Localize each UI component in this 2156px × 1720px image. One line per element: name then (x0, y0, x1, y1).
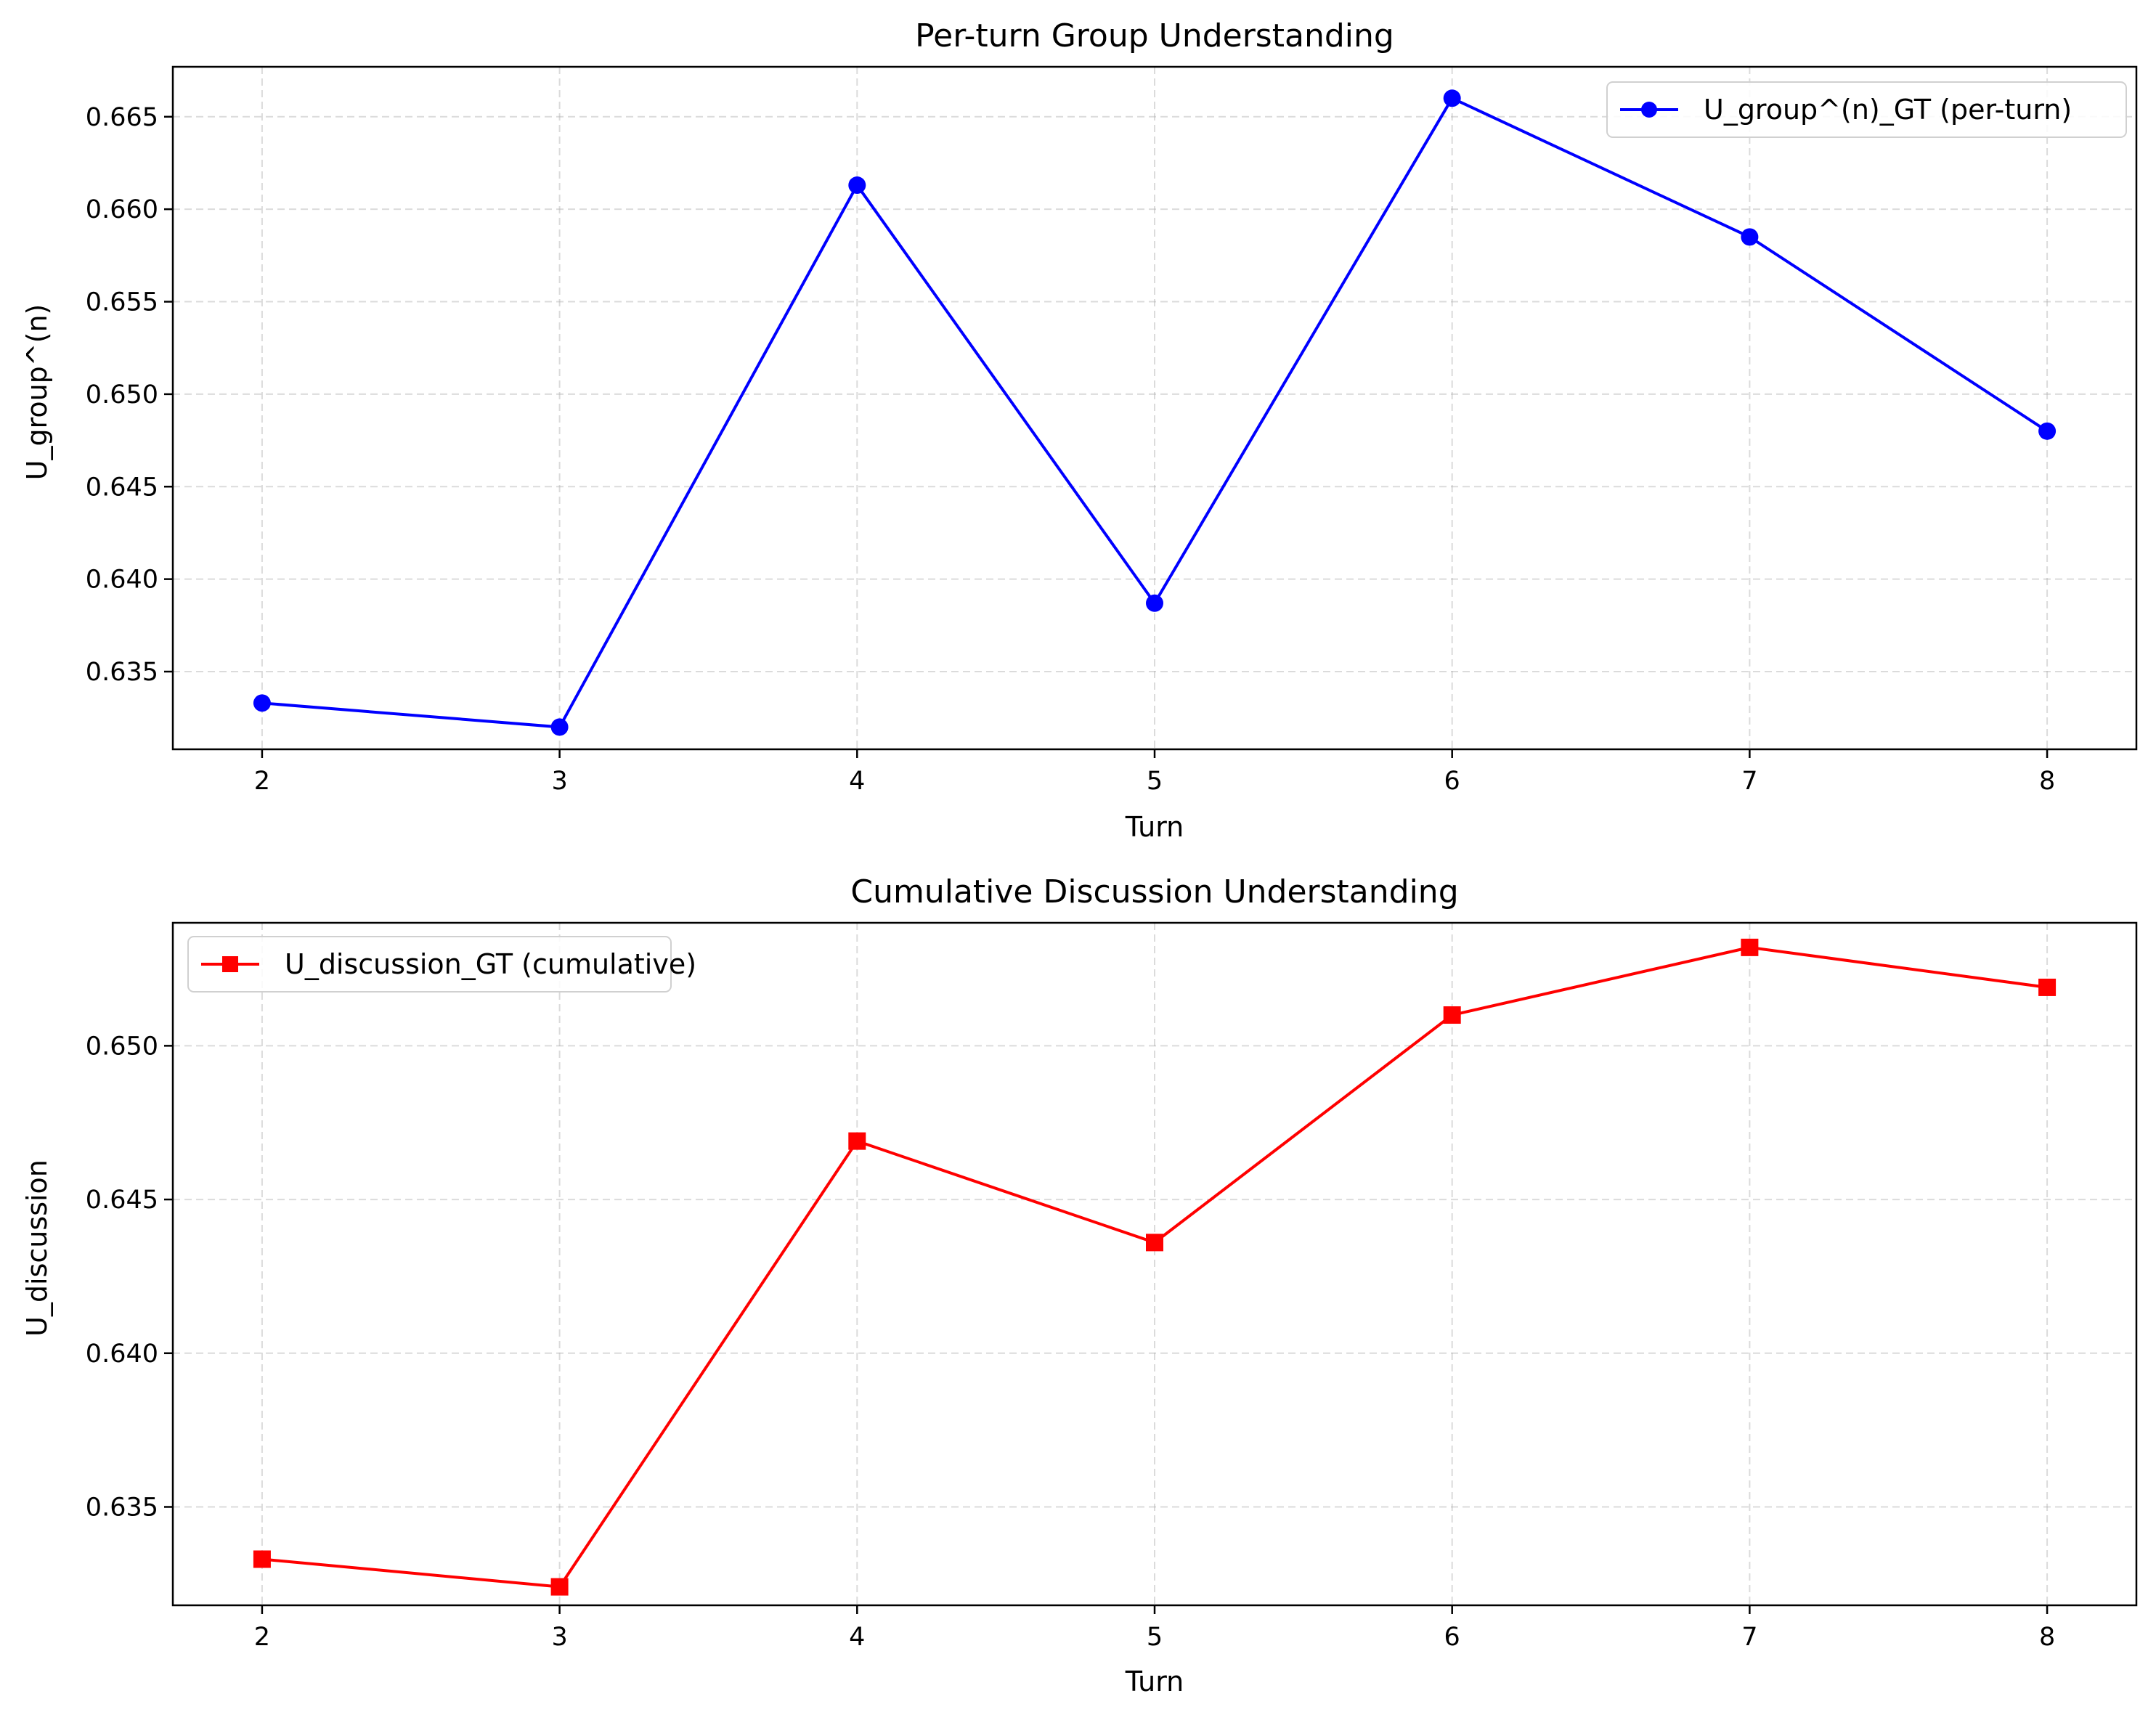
data-point (253, 1550, 271, 1568)
y-tick-label: 0.645 (86, 473, 158, 502)
x-tick-label: 5 (1147, 767, 1163, 796)
legend-label: U_discussion_GT (cumulative) (285, 948, 696, 980)
data-point (550, 718, 569, 736)
per-turn-chart: Per-turn Group Understanding 2 3 4 5 6 7 8 0.6… (21, 17, 2138, 843)
x-axis-label: Turn (1125, 811, 1184, 843)
y-axis-ticks: 0.635 0.640 0.645 0.650 (86, 1032, 173, 1523)
x-axis-ticks: 2 3 4 5 6 7 8 (254, 749, 2055, 796)
y-tick-label: 0.660 (86, 195, 158, 224)
x-tick-label: 8 (2039, 1623, 2055, 1652)
chart-title: Cumulative Discussion Understanding (850, 873, 1458, 910)
x-tick-label: 5 (1147, 1623, 1163, 1652)
legend-box (1606, 81, 2127, 138)
x-tick-label: 2 (254, 1623, 270, 1652)
y-tick-label: 0.665 (86, 103, 158, 132)
legend: U_discussion_GT (cumulative) (187, 936, 696, 993)
x-axis-ticks: 2 3 4 5 6 7 8 (254, 1605, 2055, 1652)
y-axis-label: U_discussion (21, 1159, 53, 1337)
data-point (1741, 938, 1759, 956)
cumulative-chart: Cumulative Discussion Understanding 2 3 4 5… (21, 873, 2138, 1697)
x-tick-label: 3 (551, 767, 567, 796)
y-tick-label: 0.650 (86, 1032, 158, 1061)
y-tick-label: 0.645 (86, 1186, 158, 1215)
data-point (1146, 1234, 1163, 1252)
legend: U_group^(n)_GT (per-turn) (1606, 81, 2127, 138)
data-point (253, 694, 271, 712)
chart-title: Per-turn Group Understanding (915, 17, 1394, 54)
y-tick-label: 0.640 (86, 566, 158, 595)
data-point (2038, 978, 2057, 996)
x-tick-label: 7 (1741, 767, 1757, 796)
data-point (1443, 1006, 1461, 1024)
plot-area (253, 938, 2057, 1596)
x-tick-label: 6 (1444, 767, 1460, 796)
x-axis-label: Turn (1125, 1666, 1184, 1697)
data-point (1146, 594, 1163, 612)
x-tick-label: 6 (1444, 1623, 1460, 1652)
x-tick-label: 4 (849, 767, 865, 796)
data-point (848, 1132, 866, 1150)
data-point (1741, 228, 1759, 246)
grid (173, 923, 2136, 1605)
y-axis-label: U_group^(n) (21, 304, 53, 481)
x-tick-label: 8 (2039, 767, 2055, 796)
x-tick-label: 7 (1741, 1623, 1757, 1652)
data-point (2038, 422, 2057, 440)
x-tick-label: 4 (849, 1623, 865, 1652)
y-tick-label: 0.635 (86, 1493, 158, 1523)
y-tick-label: 0.640 (86, 1340, 158, 1369)
legend-box (187, 936, 672, 993)
grid (173, 67, 2136, 749)
plot-area (253, 89, 2057, 736)
data-point (550, 1578, 569, 1596)
legend-marker (1641, 102, 1657, 118)
series-line (261, 97, 2049, 729)
data-point (848, 176, 866, 195)
y-axis-ticks: 0.635 0.640 0.645 0.650 0.655 0.660 0.665 (86, 103, 173, 687)
y-tick-label: 0.655 (86, 288, 158, 317)
legend-label: U_group^(n)_GT (per-turn) (1704, 94, 2072, 126)
x-tick-label: 3 (551, 1623, 567, 1652)
x-tick-label: 2 (254, 767, 270, 796)
legend-marker (222, 956, 238, 972)
y-tick-label: 0.635 (86, 658, 158, 687)
y-tick-label: 0.650 (86, 380, 158, 409)
data-point (1443, 89, 1461, 107)
